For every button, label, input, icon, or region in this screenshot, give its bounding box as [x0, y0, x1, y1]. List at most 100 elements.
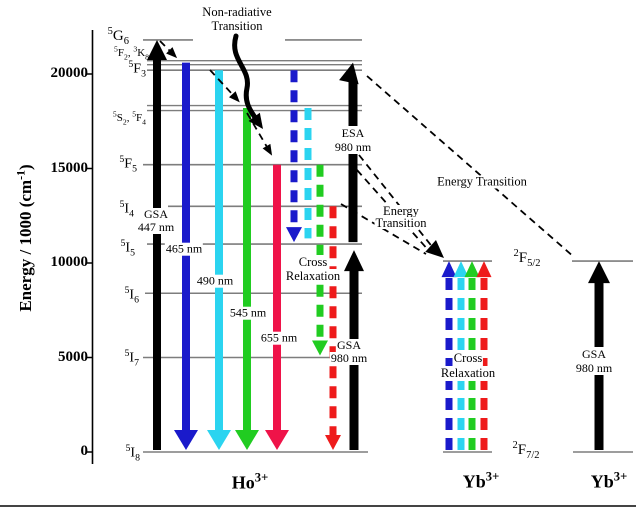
- non-radiative-step-1-head: [166, 47, 178, 59]
- arrow-gsa-980nm-ho-head: [344, 250, 364, 272]
- label-energy-transition-mid: Energy Transition: [374, 204, 428, 230]
- y-axis-tick-label-text: 15000: [50, 159, 89, 176]
- y-axis-tick-label-text: 5000: [58, 348, 88, 365]
- label-ion-ho-text: Ho3+: [231, 470, 269, 493]
- level-5F3-label-text: 5F3: [128, 59, 146, 80]
- level-5F5-label: 5F5: [119, 154, 137, 175]
- label-cross-relaxation-yb-line: Cross: [452, 351, 484, 366]
- arrow-yb-cross-blue-head: [441, 261, 457, 278]
- level-5I4-label: 5I4: [119, 199, 134, 220]
- non-radiative-cascade-2-head: [262, 143, 273, 156]
- non-radiative-cascade-1-head: [229, 91, 240, 103]
- label-gsa-980nm-ho-line: 980 nm: [329, 351, 369, 365]
- label-gsa-447nm: GSA 447 nm: [136, 207, 176, 234]
- label-545nm-text: 545 nm: [228, 305, 268, 320]
- arrow-yb-cross-red-head: [476, 261, 492, 278]
- label-cross-relaxation-ho-line: Relaxation: [284, 269, 342, 283]
- level-5S2-5F4-label: 5S2, 5F4: [112, 109, 146, 127]
- label-ion-yb1-text: Yb3+: [462, 469, 500, 492]
- label-cross-relaxation-ho-line: Cross: [297, 255, 329, 269]
- arrow-gsa-980nm-yb-head: [588, 261, 610, 284]
- energy-transfer-3: [340, 203, 427, 255]
- level-5I4-label-text: 5I4: [119, 199, 134, 220]
- level-5S2-5F4-label-text: 5S2, 5F4: [112, 109, 146, 127]
- level-5I8-label: 5I8: [125, 443, 140, 464]
- label-gsa-980nm-yb-line: 980 nm: [574, 361, 614, 375]
- level-5I6-label-text: 5I6: [124, 285, 139, 306]
- y-axis-label: Energy / 1000 (cm-1): [13, 164, 36, 312]
- label-gsa-980nm-yb-line: GSA: [580, 347, 607, 361]
- label-non-radiative: Non-radiative Transition: [202, 5, 271, 33]
- label-gsa-447nm-line: GSA: [142, 207, 169, 221]
- label-gsa-980nm-ho-line: GSA: [335, 338, 362, 352]
- y-axis-label-text: Energy / 1000 (cm-1): [13, 164, 36, 312]
- y-axis-tick-label: 15000: [50, 159, 89, 177]
- level-5G6-label-text: 5G6: [107, 26, 129, 48]
- arrow-cross-red-head: [325, 435, 341, 450]
- label-esa-980nm-line: 980 nm: [333, 140, 373, 154]
- level-5G6-label: 5G6: [107, 26, 129, 48]
- label-gsa-980nm-yb: GSA 980 nm: [574, 347, 614, 375]
- arrow-yb-cross-cyan-head: [453, 261, 469, 278]
- label-655nm-text: 655 nm: [259, 330, 299, 345]
- label-energy-transition-right: Energy Transition: [436, 174, 528, 189]
- arrow-gsa-447nm-head: [147, 39, 167, 60]
- label-gsa-447nm-line: 447 nm: [136, 220, 176, 234]
- label-cross-relaxation-yb-line: Relaxation: [439, 366, 497, 381]
- label-cross-relaxation-yb: Cross Relaxation: [439, 351, 497, 381]
- y-axis-tick-label: 5000: [58, 348, 88, 366]
- arrow-cross-green-head: [312, 340, 328, 356]
- label-465nm: 465 nm: [164, 241, 204, 256]
- label-energy-transition-right-text: Energy Transition: [436, 174, 528, 189]
- label-655nm: 655 nm: [259, 330, 299, 345]
- non-radiative-curve-head: [248, 112, 263, 129]
- y-axis-tick-label: 0: [80, 443, 89, 460]
- y-axis-tick-label: 20000: [50, 65, 89, 82]
- level-5I7-label-text: 5I7: [124, 348, 139, 369]
- label-cross-relaxation-ho: Cross Relaxation: [284, 255, 342, 283]
- label-ion-yb1: Yb3+: [462, 469, 500, 492]
- level-5I5-label-text: 5I5: [120, 238, 135, 259]
- level-5I6-label: 5I6: [124, 285, 139, 306]
- level-5F2-3K8-label: 5F2, 3K8: [114, 45, 149, 61]
- label-ion-yb2: Yb3+: [590, 469, 628, 492]
- arrow-465nm-head: [174, 430, 198, 450]
- non-radiative-cascade-2: [246, 112, 268, 148]
- y-axis-tick-label-text: 10000: [50, 254, 89, 271]
- label-545nm: 545 nm: [228, 305, 268, 320]
- label-yb-2F5-2-text: 2F5/2: [513, 248, 541, 270]
- non-radiative-step-1: [159, 40, 171, 52]
- label-non-radiative-line: Transition: [211, 19, 263, 33]
- level-5I5-label: 5I5: [120, 238, 135, 259]
- label-energy-transition-mid-line: Transition: [374, 216, 428, 230]
- label-465nm-text: 465 nm: [164, 241, 204, 256]
- label-490nm-text: 490 nm: [195, 273, 235, 288]
- label-yb-2F7-2-text: 2F7/2: [512, 440, 540, 462]
- arrow-655nm-head: [265, 430, 289, 450]
- arrow-cross-blue-head: [286, 227, 302, 243]
- label-esa-980nm: ESA 980 nm: [333, 126, 373, 154]
- label-energy-transition-mid-line: Energy: [382, 204, 420, 218]
- label-yb-2F5-2: 2F5/2: [513, 248, 541, 270]
- label-yb-2F7-2: 2F7/2: [512, 440, 540, 462]
- y-axis-tick-label-text: 0: [80, 443, 89, 460]
- y-axis-tick-label: 10000: [50, 254, 89, 271]
- non-radiative-cascade-1: [209, 69, 234, 96]
- energy-transfer-esa-to-yb2: [366, 75, 575, 258]
- level-5I8-label-text: 5I8: [125, 443, 140, 464]
- label-non-radiative-line: Non-radiative: [202, 5, 272, 19]
- arrow-esa-980nm-head: [339, 62, 359, 85]
- arrow-490nm-head: [207, 430, 231, 450]
- energy-transfer-1: [358, 154, 435, 250]
- label-ion-yb2-text: Yb3+: [590, 469, 628, 492]
- level-5I7-label: 5I7: [124, 348, 139, 369]
- level-5F5-label-text: 5F5: [119, 154, 137, 175]
- label-ion-ho: Ho3+: [231, 470, 269, 493]
- y-axis-tick-label-text: 20000: [50, 65, 89, 82]
- label-490nm: 490 nm: [195, 273, 235, 288]
- arrow-yb-cross-green-head: [464, 261, 480, 278]
- energy-transfer-arrowhead-yb1: [425, 240, 444, 258]
